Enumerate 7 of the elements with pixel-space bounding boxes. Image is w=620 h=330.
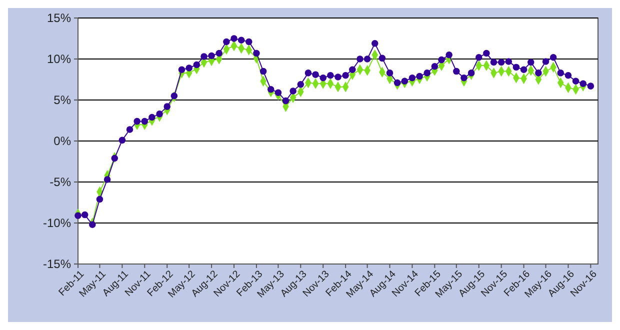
y-tick-label: 10%	[46, 52, 72, 66]
y-tick-label: -5%	[50, 175, 72, 190]
y-tick-label: -15%	[42, 257, 72, 272]
y-tick-label: 0%	[54, 134, 72, 148]
y-tick-label: 5%	[54, 93, 72, 108]
y-tick-label: 15%	[46, 11, 72, 26]
y-tick-label: -10%	[42, 216, 72, 230]
